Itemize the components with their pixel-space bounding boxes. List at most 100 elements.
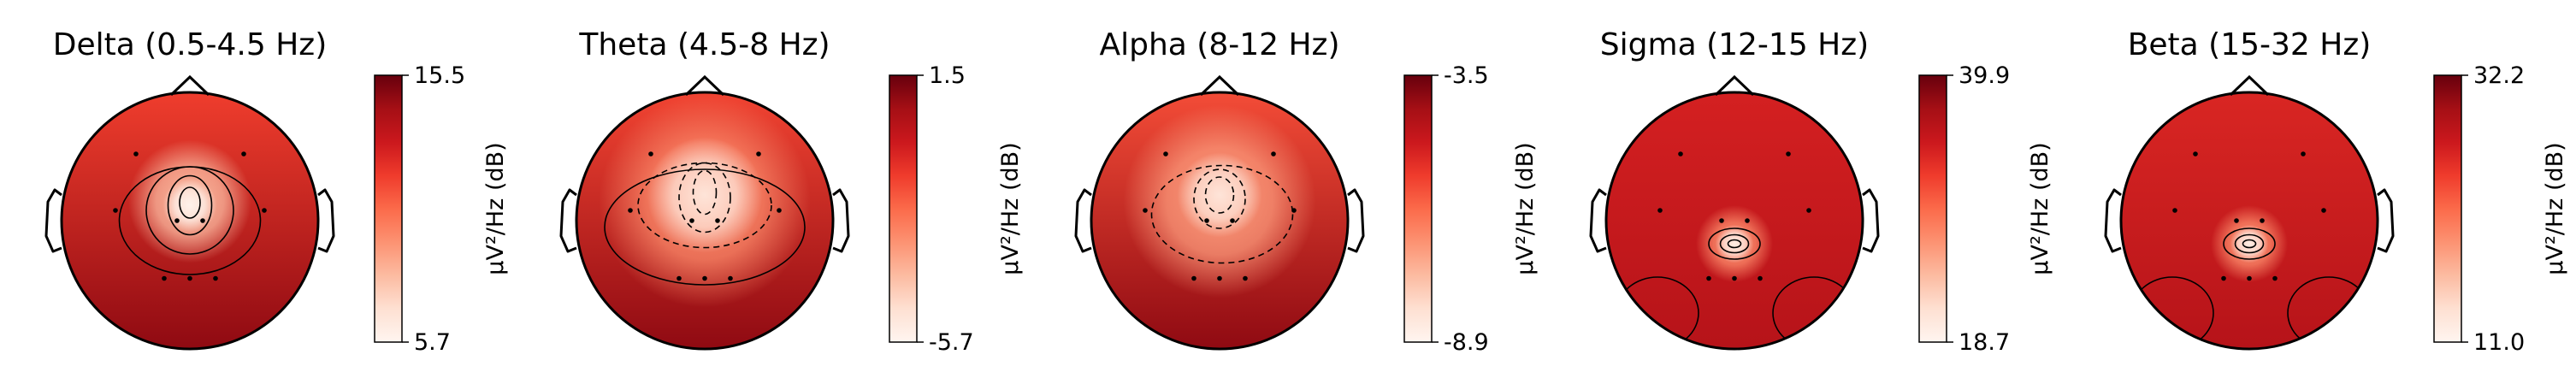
sensor-dot xyxy=(2301,151,2306,157)
sensor-dot xyxy=(1191,275,1196,281)
sensor-dot xyxy=(2221,275,2226,281)
contour-line xyxy=(604,168,806,286)
colorbar-max-label: -3.5 xyxy=(1444,62,1489,89)
sensor-dot xyxy=(2260,218,2265,223)
sensor-dot xyxy=(213,275,218,281)
panel-title: Sigma (12-15 Hz) xyxy=(1600,27,1869,62)
sensor-dot xyxy=(1163,151,1168,157)
left-ear-outline xyxy=(44,188,62,253)
colorbar-min-label: 18.7 xyxy=(1959,329,2010,356)
sensor-dot xyxy=(2272,275,2278,281)
sensor-dot xyxy=(2234,218,2239,223)
right-ear-outline xyxy=(1862,188,1880,253)
sensor-dot xyxy=(1243,275,1248,281)
panel-title: Theta (4.5-8 Hz) xyxy=(578,27,830,62)
colorbar xyxy=(1918,74,1947,343)
sensor-dot xyxy=(628,208,633,213)
colorbar-unit-label: µV²/Hz (dB) xyxy=(2542,142,2568,275)
sensor-dot xyxy=(1732,275,1737,281)
colorbar-max-label: 32.2 xyxy=(2473,62,2525,89)
colorbar-unit-label: µV²/Hz (dB) xyxy=(482,142,509,275)
sensor-dot xyxy=(174,218,180,223)
panel-title: Delta (0.5-4.5 Hz) xyxy=(53,27,327,62)
sensor-dot xyxy=(2247,275,2252,281)
sensor-dot xyxy=(1657,208,1663,213)
left-ear-outline xyxy=(1589,188,1607,253)
colorbar xyxy=(889,74,918,343)
contour-line xyxy=(1193,168,1246,229)
contour-line xyxy=(2242,239,2257,249)
colorbar-max-label: 1.5 xyxy=(929,62,966,89)
colorbar-min-label: -5.7 xyxy=(929,329,974,356)
colorbar-max-label: 15.5 xyxy=(414,62,465,89)
sensor-dot xyxy=(728,275,733,281)
sensor-dot xyxy=(1143,208,1148,213)
nose-outline xyxy=(684,74,725,97)
contour-line xyxy=(1727,239,1742,249)
colorbar-max-label: 39.9 xyxy=(1959,62,2010,89)
right-ear-outline xyxy=(317,188,335,253)
colorbar-min-label: 11.0 xyxy=(2473,329,2525,356)
contour-line xyxy=(1150,164,1294,264)
head-outline xyxy=(1604,91,1864,351)
sensor-dot xyxy=(777,208,782,213)
right-ear-outline xyxy=(2377,188,2395,253)
topomap-3 xyxy=(1606,92,1863,349)
panel-title: Beta (15-32 Hz) xyxy=(2128,27,2372,62)
sensor-dot xyxy=(1806,208,1811,213)
sensor-dot xyxy=(1271,151,1276,157)
topomap-2 xyxy=(1091,92,1348,349)
sensor-dot xyxy=(200,218,205,223)
sensor-dot xyxy=(1786,151,1791,157)
sensor-dot xyxy=(187,275,192,281)
nose-outline xyxy=(1714,74,1755,97)
contour-line xyxy=(179,186,201,219)
sensor-dot xyxy=(715,218,720,223)
contour-line xyxy=(167,174,213,236)
colorbar-unit-label: µV²/Hz (dB) xyxy=(997,142,1024,275)
sensor-dot xyxy=(162,275,167,281)
contour-line xyxy=(678,162,731,233)
sensor-dot xyxy=(702,275,707,281)
contour-line xyxy=(1708,227,1761,260)
sensor-dot xyxy=(1719,218,1724,223)
left-ear-outline xyxy=(1074,188,1092,253)
right-ear-outline xyxy=(1347,188,1365,253)
sensor-dot xyxy=(1745,218,1750,223)
sensor-dot xyxy=(648,151,653,157)
nose-outline xyxy=(2229,74,2270,97)
sensor-dot xyxy=(2172,208,2177,213)
sensor-dot xyxy=(1758,275,1763,281)
topomap-1 xyxy=(576,92,833,349)
topomap-hotspot xyxy=(1177,152,1262,238)
head-outline xyxy=(575,91,835,351)
colorbar xyxy=(374,74,403,343)
contour-line xyxy=(2234,233,2265,254)
sensor-dot xyxy=(756,151,761,157)
sensor-dot xyxy=(689,218,694,223)
sensor-dot xyxy=(1230,218,1235,223)
sensor-dot xyxy=(676,275,682,281)
head-outline xyxy=(2119,91,2379,351)
sensor-dot xyxy=(262,208,267,213)
colorbar-unit-label: µV²/Hz (dB) xyxy=(1512,142,1539,275)
head-outline xyxy=(60,91,320,351)
sensor-dot xyxy=(2193,151,2198,157)
colorbar-min-label: -8.9 xyxy=(1444,329,1489,356)
topomap-0 xyxy=(62,92,318,349)
colorbar xyxy=(2433,74,2462,343)
topomap-hotspot xyxy=(162,178,217,233)
left-ear-outline xyxy=(559,188,577,253)
sensor-dot xyxy=(1217,275,1222,281)
topomap-4 xyxy=(2121,92,2378,349)
contour-line xyxy=(692,169,718,216)
sensor-dot xyxy=(1291,208,1297,213)
nose-outline xyxy=(169,74,210,97)
contour-line xyxy=(118,166,262,275)
sensor-dot xyxy=(1678,151,1683,157)
sensor-dot xyxy=(1204,218,1209,223)
sensor-dot xyxy=(2321,208,2326,213)
sensor-dot xyxy=(1706,275,1711,281)
head-outline xyxy=(1090,91,1350,351)
